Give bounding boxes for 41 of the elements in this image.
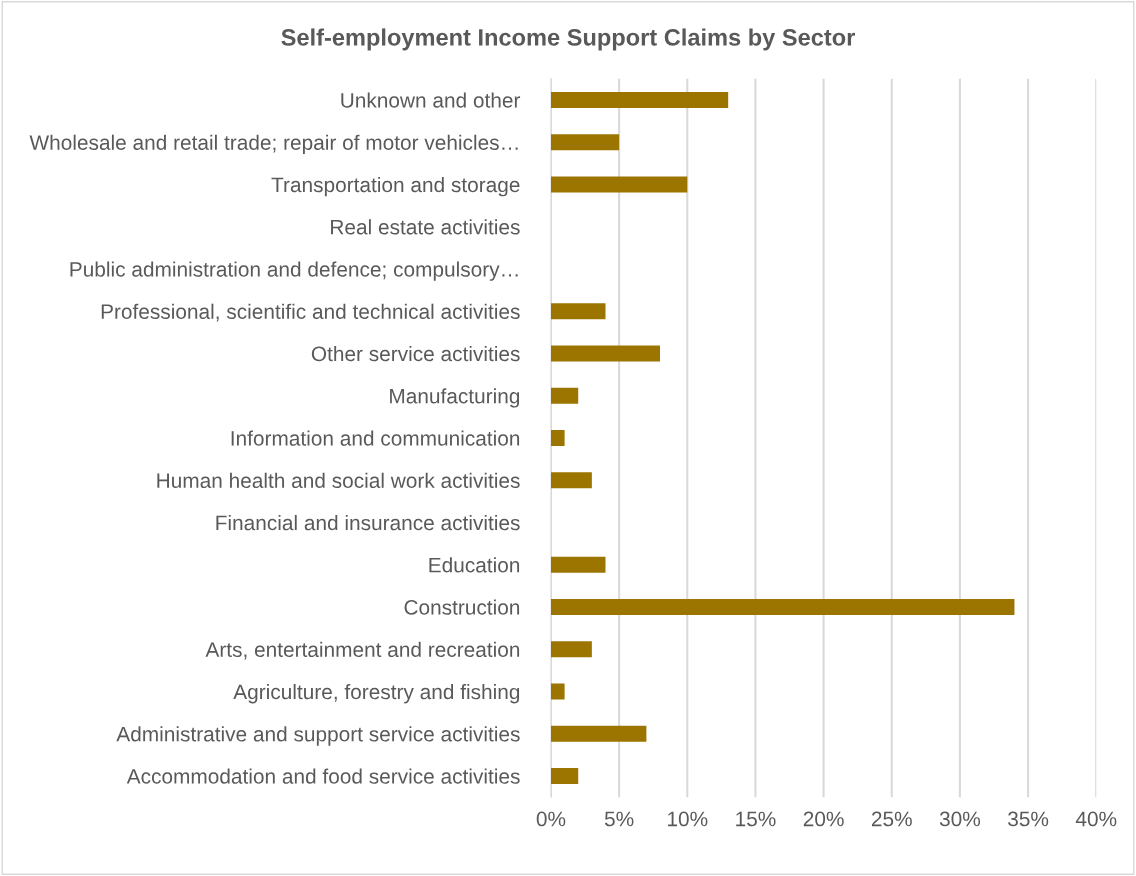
- y-tick-label: Accommodation and food service activities: [126, 768, 520, 784]
- bar: [550, 429, 565, 447]
- bar: [550, 598, 1015, 616]
- x-tick-label: 15%: [736, 811, 776, 827]
- y-tick-label: Real estate activities: [331, 219, 520, 235]
- y-tick-label: Agriculture, forestry and fishing: [233, 683, 520, 704]
- bar: [550, 472, 592, 489]
- x-tick-label: 30%: [939, 811, 981, 827]
- x-tick-label: 10%: [668, 811, 708, 827]
- bar: [550, 556, 606, 573]
- y-tick-label: Unknown and other: [341, 92, 521, 108]
- bar: [550, 641, 592, 658]
- bar: [550, 683, 565, 700]
- y-tick-label: Construction: [404, 599, 520, 615]
- y-tick-label: Financial and insurance activities: [216, 514, 520, 531]
- x-tick-label: 40%: [1075, 811, 1117, 827]
- chart-title: Self-employment Income Support Claims by Sector: [281, 28, 855, 51]
- y-tick-label: Manufacturing: [390, 388, 520, 408]
- y-tick-label: Arts, entertainment and recreation: [205, 641, 520, 660]
- bar: [550, 303, 606, 320]
- y-tick-label: Information and communication: [231, 430, 520, 446]
- y-tick-label: Education: [429, 557, 520, 573]
- y-tick-label: Professional, scientific and technical activities: [101, 303, 520, 322]
- bar: [550, 345, 661, 362]
- y-tick-label: Transportation and storage: [271, 176, 520, 197]
- x-tick-label: 35%: [1008, 811, 1049, 827]
- bar: [550, 768, 579, 785]
- bar: [550, 176, 688, 193]
- y-tick-label: Human health and social work activities: [157, 472, 520, 489]
- y-tick-label: Wholesale and retail trade; repair of motor vehicles…: [29, 134, 518, 155]
- y-tick-label: Administrative and support service activities: [116, 726, 520, 746]
- bar: [550, 387, 579, 404]
- x-tick-label: 5%: [604, 811, 634, 827]
- y-tick-label: Public administration and defence; compulsory…: [70, 261, 518, 281]
- x-tick-label: 0%: [536, 811, 566, 827]
- x-tick-label: 20%: [803, 811, 844, 827]
- bar: [550, 91, 729, 108]
- y-tick-label: Other service activities: [311, 345, 520, 362]
- x-tick-label: 25%: [871, 811, 912, 827]
- bar: [550, 134, 620, 151]
- bar: [550, 725, 647, 742]
